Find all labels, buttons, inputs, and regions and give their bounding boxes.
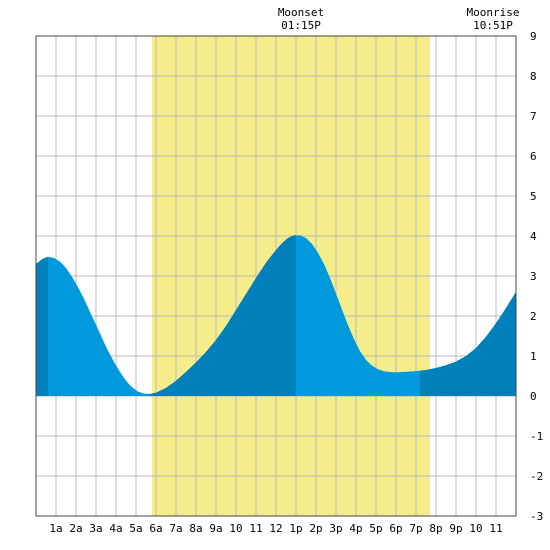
x-tick-label: 2a — [69, 522, 82, 535]
x-tick-label: 5a — [129, 522, 142, 535]
x-tick-label: 6p — [389, 522, 402, 535]
y-tick-label: 3 — [530, 270, 537, 283]
y-tick-label: 7 — [530, 110, 537, 123]
tide-area-shaded — [150, 235, 296, 396]
x-tick-label: 8p — [429, 522, 442, 535]
y-tick-label: 5 — [530, 190, 537, 203]
x-tick-label: 9a — [209, 522, 222, 535]
y-tick-label: 4 — [530, 230, 537, 243]
x-tick-label: 11 — [249, 522, 262, 535]
y-tick-label: 1 — [530, 350, 537, 363]
y-tick-label: -1 — [530, 430, 543, 443]
moon-event-label: Moonset — [278, 6, 324, 19]
y-tick-label: 6 — [530, 150, 537, 163]
x-tick-label: 4a — [109, 522, 122, 535]
plot-frame — [35, 35, 517, 517]
x-tick-label: 3p — [329, 522, 342, 535]
x-tick-label: 6a — [149, 522, 162, 535]
x-tick-label: 5p — [369, 522, 382, 535]
moon-event-label: Moonrise — [467, 6, 520, 19]
x-tick-label: 11 — [489, 522, 502, 535]
x-tick-label: 9p — [449, 522, 462, 535]
tide-area-shaded — [36, 256, 48, 396]
x-tick-label: 10 — [229, 522, 242, 535]
y-tick-label: 0 — [530, 390, 537, 403]
y-tick-label: 8 — [530, 70, 537, 83]
x-tick-label: 4p — [349, 522, 362, 535]
x-tick-label: 8a — [189, 522, 202, 535]
moon-event-time: 01:15P — [281, 19, 321, 32]
y-tick-label: 9 — [530, 30, 537, 43]
x-tick-label: 7a — [169, 522, 182, 535]
x-tick-label: 2p — [309, 522, 322, 535]
tide-area-shaded — [420, 292, 516, 396]
y-tick-label: -3 — [530, 510, 543, 523]
y-tick-label: 2 — [530, 310, 537, 323]
y-tick-label: -2 — [530, 470, 543, 483]
x-tick-label: 7p — [409, 522, 422, 535]
x-tick-label: 10 — [469, 522, 482, 535]
x-tick-label: 12 — [269, 522, 282, 535]
x-tick-label: 1p — [289, 522, 302, 535]
x-tick-label: 1a — [49, 522, 62, 535]
x-tick-label: 3a — [89, 522, 102, 535]
moon-event-time: 10:51P — [473, 19, 513, 32]
